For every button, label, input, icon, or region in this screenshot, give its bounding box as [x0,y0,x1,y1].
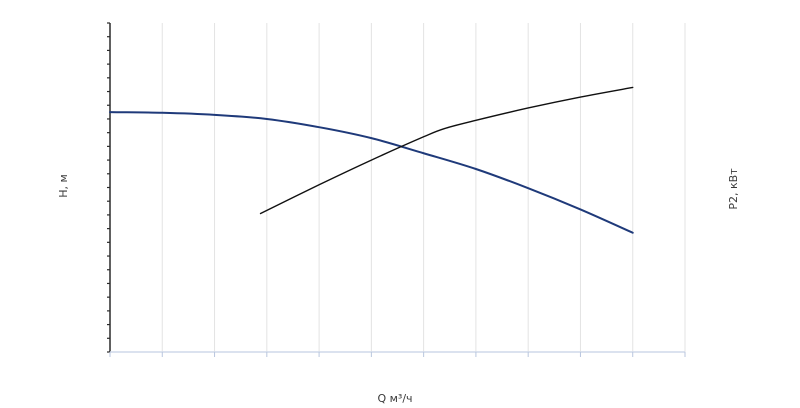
axes [107,22,686,357]
left-y-axis-title: H, м [57,174,70,198]
power-curve-line [259,86,634,215]
head-curve-line [109,111,634,234]
right-y-axis-title: P2, кВт [727,168,740,210]
vertical-grid [161,23,686,352]
x-axis-title: Q м³/ч [377,392,412,405]
series [109,86,634,234]
